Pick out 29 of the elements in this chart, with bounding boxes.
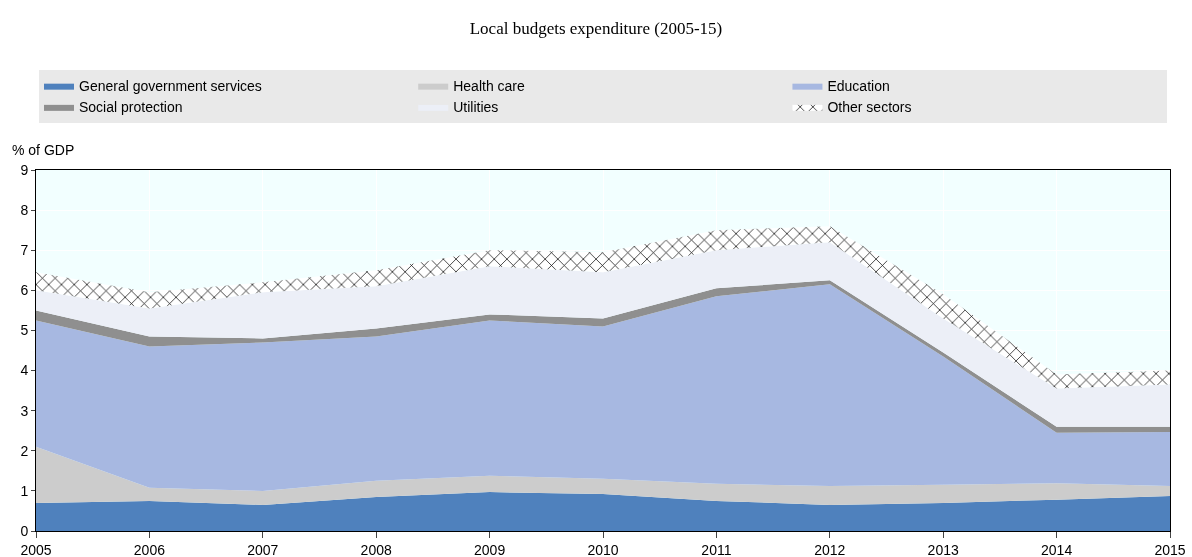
x-tick-label: 2015 — [1154, 541, 1186, 557]
y-tick-label: 0 — [20, 522, 29, 539]
y-tick-label: 8 — [20, 202, 29, 219]
x-tick-label: 2006 — [133, 541, 166, 557]
x-tick-label: 2014 — [1041, 541, 1073, 557]
y-tick-label: 6 — [20, 282, 29, 299]
y-tick-label: 2 — [20, 442, 29, 459]
x-tick-label: 2010 — [587, 541, 619, 557]
y-tick-label: 7 — [20, 242, 29, 259]
x-tick-label: 2012 — [814, 541, 846, 557]
y-tick-label: 4 — [20, 362, 29, 379]
x-tick-label: 2009 — [474, 541, 506, 557]
legend-label: Health care — [453, 78, 526, 95]
x-tick-label: 2013 — [927, 541, 959, 557]
legend-label: General government services — [79, 78, 262, 95]
legend-label: Utilities — [453, 99, 499, 116]
y-tick-label: 3 — [20, 402, 29, 419]
y-tick-label: 5 — [20, 322, 29, 339]
chart-title: Local budgets expenditure (2005-15) — [469, 19, 723, 39]
x-tick-label: 2011 — [701, 541, 732, 557]
legend-label: Other sectors — [827, 99, 912, 116]
x-tick-label: 2008 — [360, 541, 392, 557]
x-tick-label: 2005 — [20, 541, 52, 557]
y-tick-label: 9 — [20, 161, 29, 178]
y-tick-label: 1 — [20, 482, 29, 499]
y-axis-title: % of GDP — [12, 142, 75, 158]
legend-label: Social protection — [79, 99, 183, 116]
x-tick-label: 2007 — [247, 541, 279, 557]
legend-label: Education — [827, 78, 890, 95]
